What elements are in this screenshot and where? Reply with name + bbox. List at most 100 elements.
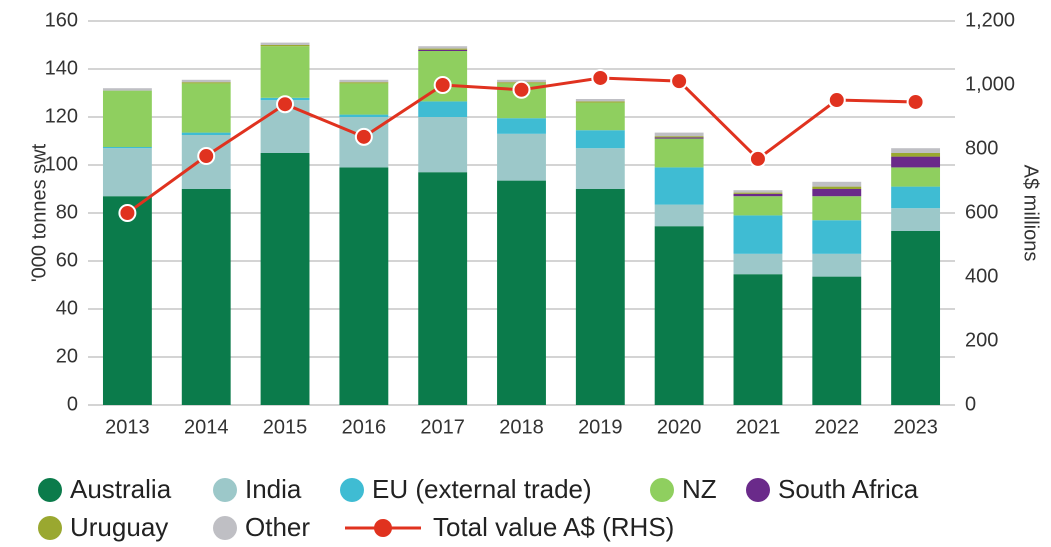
y-tick-label: 40	[56, 297, 78, 319]
line-point	[276, 95, 295, 114]
x-tick-label: 2017	[420, 416, 465, 438]
bar-segment	[891, 148, 941, 153]
bar-segment	[812, 253, 862, 277]
x-tick-label: 2016	[342, 416, 387, 438]
legend-label: EU (external trade)	[372, 474, 592, 504]
bar-segment	[733, 274, 783, 405]
legend-label: Total value A$ (RHS)	[433, 512, 674, 542]
bar-segment	[733, 190, 783, 193]
y2-tick-label: 200	[965, 329, 998, 351]
legend-marker	[213, 516, 237, 540]
bar-segment	[181, 79, 231, 83]
bar-segment	[418, 48, 468, 50]
bar-segment	[181, 83, 231, 133]
y-tick-label: 20	[56, 345, 78, 367]
bar-segment	[418, 172, 468, 405]
bar-segment	[812, 276, 862, 405]
bar-segment	[575, 189, 625, 405]
bar-segment	[654, 226, 704, 405]
line-point	[354, 127, 373, 146]
line-point	[118, 204, 137, 222]
y2-tick-label: 400	[965, 265, 998, 287]
bar-segment	[575, 101, 625, 103]
bar-segment	[812, 196, 862, 221]
bar-segment	[260, 46, 310, 98]
y2-axis-label: A$ millions	[1020, 165, 1042, 262]
line-point	[827, 91, 846, 110]
line-point	[197, 147, 216, 166]
bar-segment	[733, 196, 783, 216]
bar-segment	[497, 118, 546, 134]
bar-segment	[891, 167, 941, 187]
line-point	[591, 68, 610, 87]
bar-segment	[654, 136, 704, 138]
y-axis-label: '000 tonnes swt	[28, 143, 50, 282]
bar-segment	[418, 117, 468, 173]
x-tick-label: 2019	[578, 416, 623, 438]
legend-label: Australia	[70, 474, 172, 504]
line-point	[906, 92, 925, 111]
bar-segment	[181, 82, 231, 84]
line-point	[670, 72, 689, 91]
bar-segment	[654, 138, 704, 168]
x-tick-label: 2020	[657, 416, 702, 438]
bar-segment	[812, 186, 862, 189]
bar-segment	[339, 82, 389, 84]
legend-marker	[38, 478, 62, 502]
legend-marker	[38, 516, 62, 540]
bar-segment	[497, 180, 546, 405]
bar-segment	[891, 231, 941, 405]
legend-label: NZ	[682, 474, 717, 504]
y-tick-label: 120	[45, 105, 78, 127]
x-tick-label: 2018	[499, 416, 544, 438]
y-tick-label: 160	[45, 9, 78, 31]
legend-label: South Africa	[778, 474, 919, 504]
bar-segment	[102, 90, 152, 147]
y-tick-label: 80	[56, 201, 78, 223]
bar-segment	[654, 137, 704, 139]
bar-segment	[575, 99, 625, 102]
y-tick-label: 100	[45, 153, 78, 175]
bar-segment	[260, 153, 310, 405]
bar-segment	[654, 132, 704, 137]
y-tick-label: 0	[67, 393, 78, 415]
bar-segment	[339, 114, 389, 117]
bar-segment	[339, 83, 389, 115]
bar-segment	[339, 167, 389, 405]
bar-segment	[733, 215, 783, 254]
y-tick-label: 140	[45, 57, 78, 79]
bar-segment	[181, 132, 231, 135]
y2-tick-label: 0	[965, 393, 976, 415]
bar-segment	[418, 46, 468, 49]
bar-segment	[497, 133, 546, 181]
bar-segment	[575, 148, 625, 189]
bar-segment	[654, 167, 704, 205]
bar-segment	[575, 130, 625, 149]
bar-segment	[733, 192, 783, 194]
bar-segment	[260, 42, 310, 45]
y2-tick-label: 600	[965, 201, 998, 223]
bar-segment	[102, 148, 152, 197]
bar-segment	[181, 189, 231, 405]
legend-marker	[213, 478, 237, 502]
y2-tick-label: 1,000	[965, 73, 1015, 95]
bar-segment	[654, 204, 704, 227]
legend-marker	[340, 478, 364, 502]
legend-marker	[746, 478, 770, 502]
legend-label: Uruguay	[70, 512, 168, 542]
bar-segment	[812, 220, 862, 254]
x-tick-label: 2023	[893, 416, 938, 438]
y2-tick-label: 1,200	[965, 9, 1015, 31]
x-tick-label: 2022	[815, 416, 860, 438]
bar-segment	[891, 208, 941, 231]
line-point	[433, 76, 452, 94]
legend-marker	[374, 519, 392, 537]
bar-segment	[418, 49, 468, 51]
bar-segment	[812, 189, 862, 197]
bar-segment	[891, 156, 941, 168]
bar-segment	[260, 45, 310, 47]
bar-segment	[891, 153, 941, 157]
x-tick-label: 2013	[105, 416, 150, 438]
legend-label: India	[245, 474, 302, 504]
bar-segment	[733, 193, 783, 197]
